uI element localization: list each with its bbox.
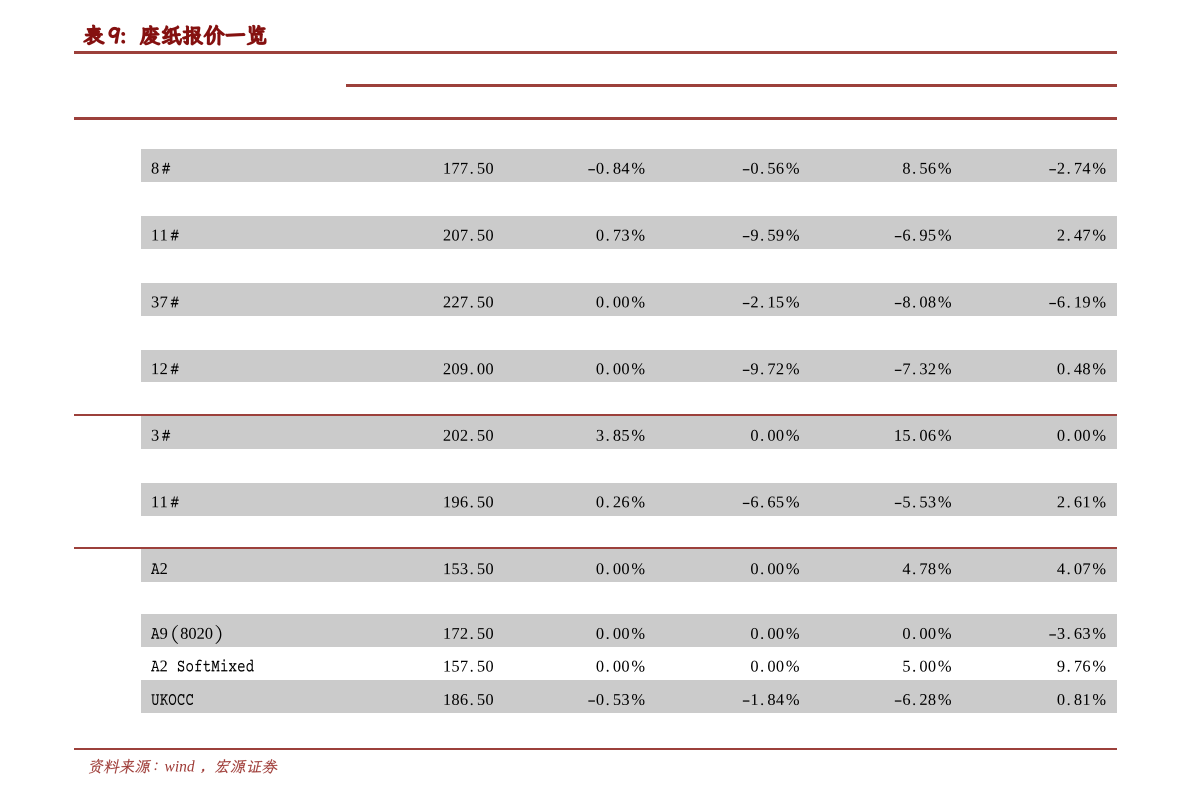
svg-text:wind: wind bbox=[165, 758, 195, 775]
